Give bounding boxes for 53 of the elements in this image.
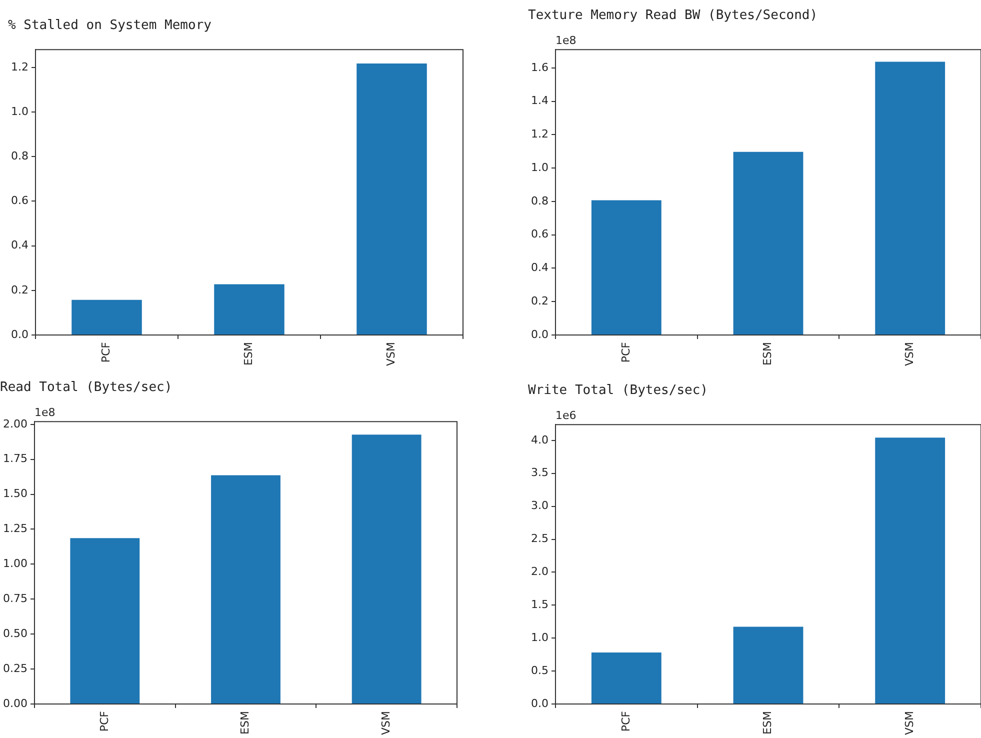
y-tick-label: 0.8 <box>530 194 548 208</box>
y-tick-label: 0.0 <box>530 328 548 341</box>
x-tick-label: ESM <box>761 342 774 366</box>
y-tick-label: 0.00 <box>2 696 28 710</box>
y-tick-label: 1.00 <box>2 557 28 570</box>
y-tick-label: 0.4 <box>530 261 548 274</box>
chart-title: Write Total (Bytes/sec) <box>528 383 708 398</box>
y-tick-label: 3.0 <box>530 499 548 512</box>
text: 1e8 <box>555 34 576 47</box>
y-tick-label: 0.5 <box>530 664 548 677</box>
y-tick-label: 1.5 <box>530 598 548 612</box>
text: 1e8 <box>34 406 56 419</box>
x-tick-label: PCF <box>100 342 113 363</box>
y-tick-label: 0.25 <box>2 662 28 675</box>
y-tick-label: 3.5 <box>530 466 548 480</box>
text: 1e6 <box>555 408 576 422</box>
chart-title: Read Total (Bytes/sec) <box>0 380 172 396</box>
x-tick-label: PCF <box>619 711 632 732</box>
y-tick-label: 0.75 <box>2 592 28 606</box>
y-tick-label: 1.4 <box>530 94 548 108</box>
y-tick-label: 2.0 <box>530 565 548 578</box>
y-tick-label: 0.50 <box>2 626 28 640</box>
y-tick-label: 1.0 <box>10 104 28 118</box>
x-tick-label: VSM <box>902 711 916 735</box>
y-tick-label: 2.5 <box>530 532 548 546</box>
x-tick-label: VSM <box>902 342 916 366</box>
y-tick-label: 1.2 <box>530 128 548 141</box>
y-tick-label: 1.6 <box>530 60 548 74</box>
y-tick-label: 1.50 <box>2 487 28 500</box>
y-tick-label: 0.8 <box>10 149 28 162</box>
chart-title: Texture Memory Read BW (Bytes/Second) <box>528 8 818 24</box>
y-tick-label: 0.4 <box>10 238 28 252</box>
y-tick-label: 0.6 <box>530 228 548 241</box>
y-tick-label: 2.00 <box>2 417 28 430</box>
y-tick-label: 1.75 <box>2 452 28 466</box>
x-tick-label: PCF <box>98 711 111 732</box>
x-tick-label: ESM <box>238 711 252 734</box>
x-tick-label: VSM <box>384 342 398 366</box>
y-tick-label: 1.0 <box>530 160 548 174</box>
y-tick-label: 0.2 <box>530 294 548 308</box>
y-tick-label: 0.0 <box>530 696 548 710</box>
x-tick-label: ESM <box>761 711 774 734</box>
y-tick-label: 1.25 <box>2 522 28 536</box>
y-tick-label: 0.0 <box>10 328 28 341</box>
x-tick-label: PCF <box>619 342 632 363</box>
x-tick-label: ESM <box>242 342 256 366</box>
y-tick-label: 1.2 <box>10 60 28 74</box>
y-tick-label: 0.2 <box>10 283 28 296</box>
y-tick-label: 1.0 <box>530 630 548 644</box>
y-tick-label: 4.0 <box>530 433 548 446</box>
x-tick-label: VSM <box>379 711 392 735</box>
chart-title: % Stalled on System Memory <box>8 18 212 34</box>
y-tick-label: 0.6 <box>10 194 28 208</box>
